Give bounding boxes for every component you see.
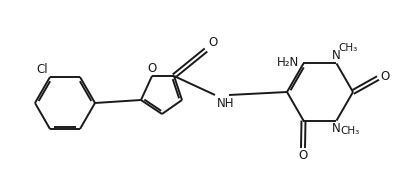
Text: O: O bbox=[298, 149, 307, 162]
Text: CH₃: CH₃ bbox=[338, 43, 357, 54]
Text: O: O bbox=[379, 71, 388, 83]
Text: O: O bbox=[147, 62, 156, 75]
Text: Cl: Cl bbox=[36, 63, 48, 76]
Text: N: N bbox=[331, 49, 340, 62]
Text: N: N bbox=[331, 122, 340, 135]
Text: O: O bbox=[207, 36, 217, 49]
Text: H₂N: H₂N bbox=[277, 56, 299, 69]
Text: NH: NH bbox=[216, 97, 234, 110]
Text: CH₃: CH₃ bbox=[340, 126, 359, 136]
